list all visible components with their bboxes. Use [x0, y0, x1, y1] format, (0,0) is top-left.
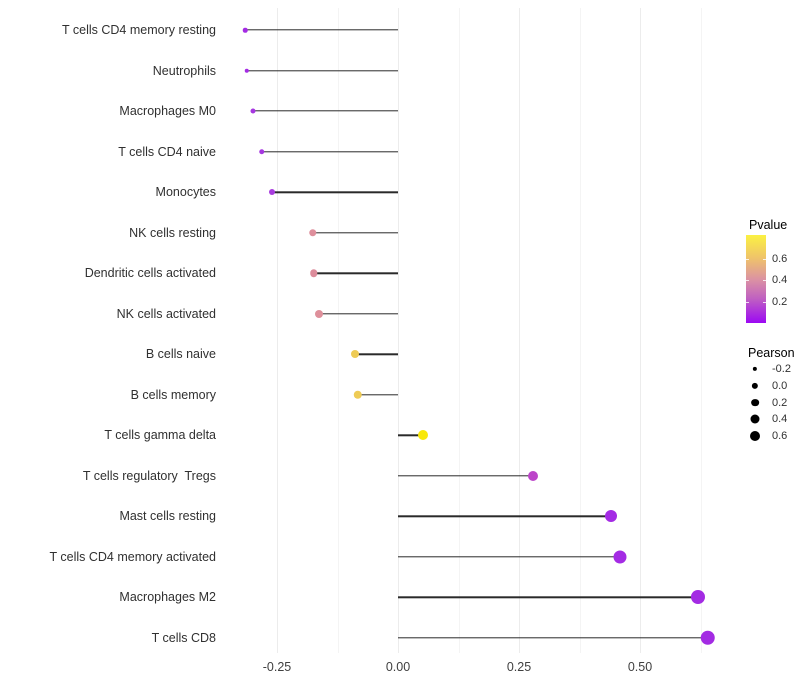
major-gridline: [277, 8, 278, 653]
lollipop-stem: [354, 353, 398, 355]
y-axis-label: Mast cells resting: [119, 509, 216, 524]
lollipop-dot: [250, 108, 256, 114]
lollipop-dot: [259, 148, 265, 155]
lollipop-stem: [261, 150, 398, 153]
lollipop-stem: [398, 637, 708, 639]
lollipop-dot: [691, 590, 706, 605]
lollipop-stem: [272, 191, 398, 193]
lollipop-stem: [357, 394, 398, 396]
colorbar-tick-mark: [746, 301, 749, 303]
size-legend-label: 0.6: [772, 430, 788, 443]
lollipop-dot: [604, 510, 617, 523]
lollipop-dot: [613, 550, 627, 564]
lollipop-stem: [313, 272, 398, 274]
y-axis-label: B cells naive: [145, 347, 216, 362]
y-axis-label: NK cells activated: [116, 306, 216, 321]
colorbar-tick-label: 0.6: [772, 252, 788, 265]
lollipop-dot: [242, 27, 248, 33]
lollipop-dot: [310, 269, 318, 277]
size-legend-dot: [750, 431, 760, 442]
x-axis-tick-label: 0.50: [627, 660, 653, 674]
colorbar-tick-mark: [763, 258, 766, 260]
lollipop-stem: [398, 434, 424, 437]
colorbar-tick-mark: [763, 280, 766, 282]
lollipop-dot: [309, 228, 317, 237]
size-legend-dot: [751, 382, 759, 389]
y-axis-label: T cells CD8: [151, 630, 216, 645]
lollipop-stem: [312, 231, 398, 234]
pearson-legend-title: Pearson: [748, 346, 795, 360]
lollipop-dot: [418, 430, 429, 441]
y-axis-label: Macrophages M2: [119, 590, 216, 605]
major-gridline: [640, 8, 641, 653]
colorbar-tick-label: 0.4: [772, 274, 788, 287]
minor-gridline: [700, 8, 702, 653]
lollipop-dot: [700, 630, 715, 646]
x-axis-tick-label: 0.00: [385, 660, 411, 674]
colorbar-tick-mark: [763, 301, 766, 303]
minor-gridline: [579, 8, 581, 653]
lollipop-dot: [269, 189, 276, 196]
size-legend-label: -0.2: [772, 363, 791, 375]
pvalue-colorbar: [746, 235, 766, 323]
colorbar-tick-mark: [746, 258, 749, 260]
minor-gridline: [458, 8, 460, 653]
y-axis-label: Monocytes: [155, 185, 216, 200]
size-legend-label: 0.4: [772, 413, 788, 426]
y-axis-label: NK cells resting: [129, 225, 216, 240]
minor-gridline: [337, 8, 339, 653]
lollipop-dot: [315, 309, 324, 318]
y-axis-label: T cells gamma delta: [104, 428, 216, 443]
lollipop-dot: [244, 68, 250, 73]
size-legend-dot: [751, 398, 759, 407]
lollipop-stem: [398, 515, 611, 518]
x-axis-tick-label: 0.25: [506, 660, 532, 674]
colorbar-tick-label: 0.2: [772, 295, 788, 308]
y-axis-label: T cells CD4 memory resting: [62, 23, 216, 37]
lollipop-dot: [528, 470, 539, 481]
major-gridline: [398, 8, 399, 653]
lollipop-dot: [350, 350, 359, 359]
lollipop-stem: [246, 69, 398, 72]
y-axis-label: T cells CD4 memory activated: [49, 549, 217, 564]
y-axis-label: B cells memory: [130, 387, 216, 402]
y-axis-label: T cells CD4 naive: [118, 144, 216, 159]
size-legend-dot: [750, 414, 760, 424]
lollipop-stem: [398, 475, 534, 477]
size-legend-label: 0.0: [772, 379, 788, 392]
pvalue-legend-title: Pvalue: [749, 218, 788, 232]
lollipop-stem: [319, 313, 398, 315]
x-axis-tick-label: -0.25: [262, 660, 292, 674]
lollipop-stem: [398, 556, 621, 558]
y-axis-label: Dendritic cells activated: [84, 266, 216, 281]
size-legend-label: 0.2: [772, 396, 788, 409]
y-axis-label: Neutrophils: [152, 63, 216, 78]
lollipop-dot: [353, 390, 363, 400]
lollipop-stem: [398, 596, 699, 599]
y-axis-label: Macrophages M0: [119, 104, 216, 119]
size-legend-dot: [752, 366, 758, 372]
y-axis-label: T cells regulatory Tregs: [82, 468, 216, 483]
lollipop-stem: [252, 110, 398, 112]
colorbar-tick-mark: [746, 280, 749, 282]
major-gridline: [519, 8, 520, 653]
lollipop-stem: [245, 29, 398, 31]
